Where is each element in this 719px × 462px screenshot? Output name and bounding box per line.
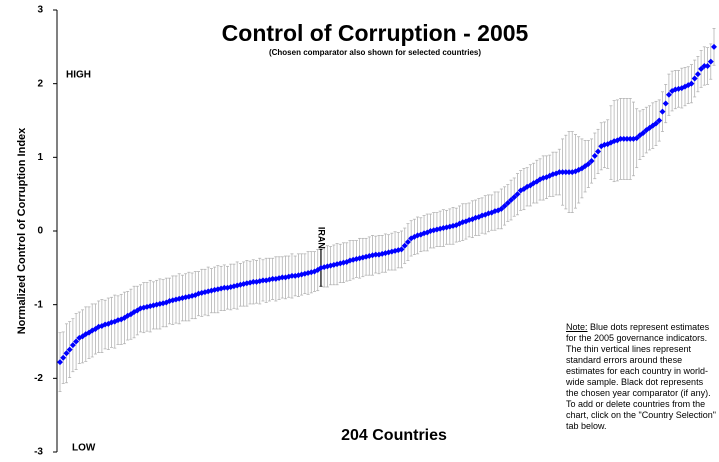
data-point — [585, 160, 592, 167]
data-point — [269, 275, 276, 282]
data-point — [73, 338, 80, 345]
chart-title: Control of Corruption - 2005 — [222, 20, 529, 46]
data-point — [566, 169, 573, 176]
data-point — [624, 135, 631, 142]
country-label: IRAN — [317, 227, 327, 249]
data-point — [643, 127, 650, 134]
data-point — [359, 254, 366, 261]
data-point — [595, 148, 602, 155]
data-point — [498, 205, 505, 212]
data-point — [372, 251, 379, 258]
data-point — [707, 58, 714, 65]
data-point — [701, 62, 708, 69]
y-tick-label: -3 — [34, 447, 43, 458]
data-point — [508, 197, 515, 204]
data-point — [562, 169, 569, 176]
data-point — [691, 75, 698, 82]
data-point — [704, 62, 711, 69]
y-tick-label: 1 — [37, 152, 43, 163]
data-point — [250, 278, 257, 285]
x-axis-label: 204 Countries — [341, 427, 447, 444]
data-point — [69, 342, 76, 349]
data-point — [627, 135, 634, 142]
note: Note: Blue dots represent estimates for … — [566, 322, 716, 432]
data-point — [620, 135, 627, 142]
data-point — [511, 194, 518, 201]
data-point — [398, 246, 405, 253]
data-point — [404, 239, 411, 246]
data-point — [640, 130, 647, 137]
data-point — [665, 91, 672, 98]
data-point — [633, 135, 640, 142]
y-tick-label: -1 — [34, 299, 43, 310]
chart-subtitle: (Chosen comparator also shown for select… — [269, 48, 481, 57]
data-point — [588, 158, 595, 165]
data-point — [63, 350, 70, 357]
data-point — [66, 346, 73, 353]
data-point — [662, 100, 669, 107]
data-point — [591, 152, 598, 159]
data-point — [288, 272, 295, 279]
y-axis-label: Normalized Control of Corruption Index — [16, 127, 28, 334]
data-point — [656, 117, 663, 124]
data-point — [60, 354, 67, 361]
data-point — [711, 43, 717, 50]
data-point — [698, 65, 705, 72]
data-point — [653, 120, 660, 127]
note-text: Blue dots represent estimates for the 20… — [566, 322, 716, 431]
data-point — [659, 108, 666, 115]
y-tick-label: 0 — [37, 226, 43, 237]
data-point — [694, 71, 701, 78]
data-point — [356, 255, 363, 262]
note-label: Note: — [566, 322, 588, 332]
data-point — [401, 242, 408, 249]
high-label: HIGH — [66, 70, 91, 81]
data-point — [279, 274, 286, 281]
data-point — [504, 200, 511, 207]
y-tick-label: 3 — [37, 5, 43, 16]
data-point — [617, 135, 624, 142]
data-point — [556, 169, 563, 176]
data-point — [259, 277, 266, 284]
y-tick-label: -2 — [34, 373, 43, 384]
data-point — [559, 169, 566, 176]
data-point — [221, 284, 228, 291]
data-point — [57, 359, 63, 366]
data-point — [514, 191, 521, 198]
data-point — [501, 202, 508, 209]
data-point — [688, 80, 695, 87]
y-tick-label: 2 — [37, 78, 43, 89]
low-label: LOW — [72, 443, 96, 454]
